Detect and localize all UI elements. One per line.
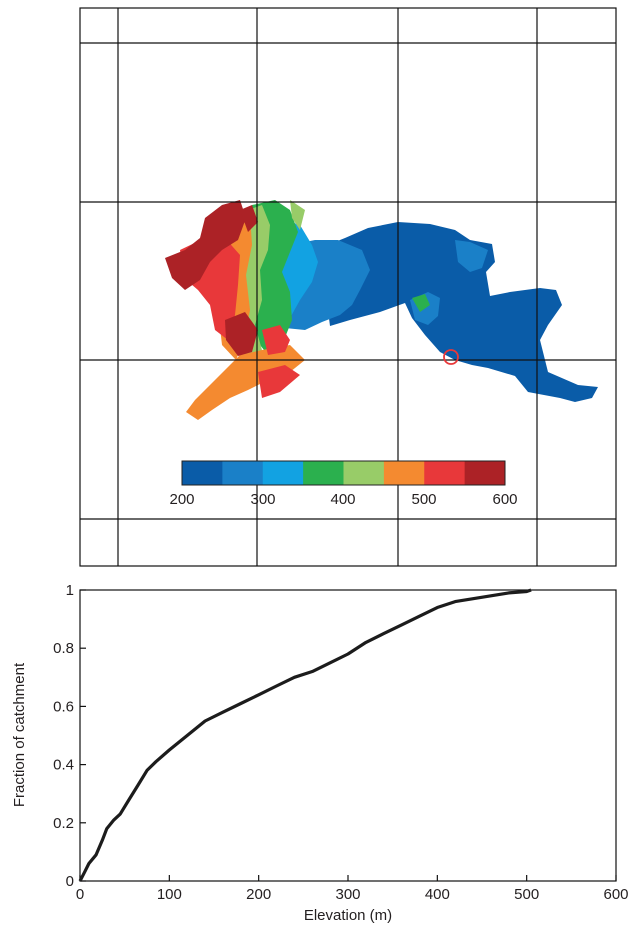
elevation-zone-450-500 bbox=[186, 345, 305, 420]
colorbar-swatch bbox=[464, 461, 506, 485]
elevation-zone-250-300 bbox=[455, 240, 488, 272]
colorbar-tick-label: 500 bbox=[411, 491, 436, 508]
x-axis-label: Elevation (m) bbox=[304, 907, 392, 924]
y-tick-label: 0.6 bbox=[53, 698, 74, 715]
colorbar-swatch bbox=[424, 461, 466, 485]
outlet-marker bbox=[443, 349, 459, 365]
colorbar-tick-label: 600 bbox=[492, 491, 517, 508]
axes: 0 100 200 300 400 500 600 0 0.2 0.4 0.6 0.8 1 bbox=[53, 582, 628, 903]
y-tick-label: 0 bbox=[66, 873, 74, 890]
elevation-zone-500-550 bbox=[258, 365, 300, 398]
elevation-zone-400-450 bbox=[290, 200, 305, 230]
x-tick-label: 300 bbox=[335, 886, 360, 903]
elevation-zone-550-600 bbox=[225, 312, 258, 356]
colorbar-swatch bbox=[303, 461, 345, 485]
elevation-zone-500-550 bbox=[262, 325, 290, 355]
colorbar-frame bbox=[181, 460, 506, 486]
colorbar-tick-label: 200 bbox=[169, 491, 194, 508]
colorbar-tick-label: 300 bbox=[250, 491, 275, 508]
x-tick-label: 600 bbox=[603, 886, 628, 903]
elevation-zone-550-600 bbox=[240, 205, 258, 232]
y-tick-label: 0.8 bbox=[53, 640, 74, 657]
colorbar-swatch bbox=[343, 461, 385, 485]
elevation-map-panel: 200 300 400 500 600 bbox=[79, 7, 617, 567]
colorbar-swatch bbox=[262, 461, 304, 485]
elevation-zone-200-250 bbox=[320, 222, 598, 402]
colorbar-swatch bbox=[222, 461, 264, 485]
elevation-colorbar: 200 300 400 500 600 bbox=[169, 460, 518, 508]
x-tick-label: 500 bbox=[514, 886, 539, 903]
colorbar-tick-label: 400 bbox=[330, 491, 355, 508]
x-tick-label: 400 bbox=[425, 886, 450, 903]
x-tick-label: 100 bbox=[157, 886, 182, 903]
y-axis-label: Fraction of catchment bbox=[11, 662, 28, 807]
hypsometric-curve-panel: 0 100 200 300 400 500 600 0 0.2 0.4 0.6 0.8 1 Elevat… bbox=[11, 582, 629, 924]
y-tick-label: 1 bbox=[66, 582, 74, 599]
plot-frame bbox=[79, 589, 617, 882]
map-grid bbox=[80, 8, 616, 566]
elevation-zone-350-400 bbox=[412, 294, 430, 312]
colorbar-swatch bbox=[383, 461, 425, 485]
y-tick-label: 0.2 bbox=[53, 815, 74, 832]
cumulative-curve-line bbox=[78, 588, 532, 882]
colorbar-swatch bbox=[182, 461, 223, 485]
elevation-zone-550-600 bbox=[165, 200, 246, 290]
colorbar-swatches bbox=[182, 461, 506, 485]
y-tick-label: 0.4 bbox=[53, 757, 74, 774]
x-tick-label: 0 bbox=[76, 886, 84, 903]
x-tick-label: 200 bbox=[246, 886, 271, 903]
catchment-elevation-raster bbox=[165, 200, 598, 420]
